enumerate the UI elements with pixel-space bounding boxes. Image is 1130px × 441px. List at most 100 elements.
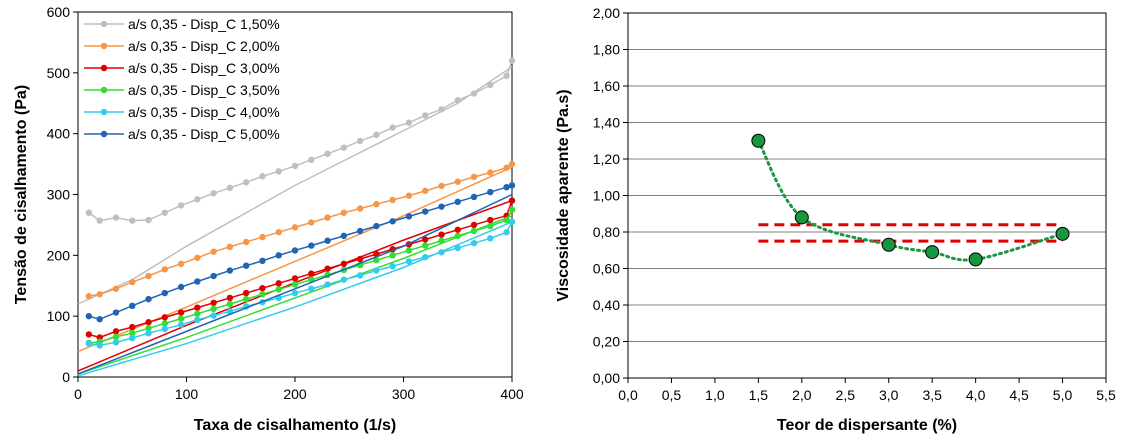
series-2-point [340, 260, 348, 268]
series-4-point [438, 249, 445, 256]
series-0-point [454, 97, 461, 104]
series-5-point [96, 316, 103, 323]
series-0-point [259, 173, 266, 180]
series-1-point [405, 192, 413, 199]
series-5-point [259, 257, 266, 265]
series-1-point [422, 187, 429, 195]
left-x-tick-label: 400 [500, 386, 524, 402]
series-5-point [308, 242, 315, 249]
series-3-point [194, 310, 201, 317]
series-5-point [129, 302, 136, 310]
series-4-up-line [88, 221, 513, 347]
left-y-tick-label: 400 [47, 126, 71, 142]
series-4-point [145, 330, 152, 337]
series-1-point [259, 233, 266, 241]
legend-label: a/s 0,35 - Disp_C 4,00% [128, 104, 280, 120]
data-point [925, 245, 940, 260]
series-5-point [503, 184, 510, 191]
series-0-point [508, 57, 516, 64]
series-1-point [389, 196, 396, 204]
series-1-point [438, 182, 445, 190]
right-x-tick-label: 0,0 [618, 387, 638, 403]
series-2-up-line [88, 200, 513, 339]
right-x-tick-label: 5,5 [1096, 387, 1116, 403]
series-4-point [194, 316, 201, 324]
data-point [881, 237, 896, 252]
series-1-point [291, 224, 299, 231]
left-x-tick-label: 100 [175, 386, 199, 402]
series-2-point [438, 231, 445, 238]
right-y-tick-label: 0,80 [593, 224, 620, 240]
series-3-point [226, 300, 234, 308]
series-5-point [324, 237, 331, 244]
series-4-point [161, 325, 168, 333]
series-4-point [508, 218, 516, 226]
series-1-point [85, 292, 93, 300]
series-3-point [454, 232, 461, 240]
series-0-point [291, 162, 299, 170]
series-2-point [291, 275, 299, 282]
series-0-point [177, 202, 185, 209]
series-1-point [194, 254, 201, 261]
series-3-point [145, 325, 152, 332]
right-x-axis-title: Teor de dispersante (%) [777, 417, 957, 434]
data-point [968, 252, 983, 267]
series-2-point [226, 294, 234, 302]
series-5-point [275, 252, 282, 259]
series-5-point [405, 213, 413, 220]
series-4-point [470, 239, 478, 247]
series-4-point [291, 289, 299, 297]
series-0-point [129, 217, 136, 224]
series-2-point [508, 197, 516, 204]
legend-marker [100, 130, 108, 138]
right-x-tick-label: 1,0 [705, 387, 725, 403]
legend-label: a/s 0,35 - Disp_C 3,00% [128, 60, 280, 76]
right-plot-frame [627, 12, 1107, 379]
series-2-point [454, 226, 461, 233]
series-0-point [340, 144, 348, 151]
series-3-down-line [77, 215, 513, 375]
series-5-point [210, 272, 217, 280]
series-2-point [324, 265, 331, 272]
series-3-point [210, 305, 217, 313]
series-3-up-line [88, 209, 513, 344]
series-3-point [161, 320, 168, 327]
left-chart-flow-curves: 0 100 200 300 400 500 600 0 100 200 300 400 a/s 0,35… [47, 4, 524, 402]
series-5-point [470, 193, 478, 201]
right-x-tick-label: 3,5 [922, 387, 942, 403]
series-5-point [177, 283, 185, 291]
right-x-tick-label: 2,5 [836, 387, 856, 403]
series-0-point [324, 150, 331, 157]
series-5-point [242, 262, 250, 269]
series-0-point [161, 209, 168, 216]
series-5-point [291, 247, 299, 254]
series-2-point [210, 299, 217, 306]
series-2-point [129, 323, 136, 331]
series-3-point [503, 216, 510, 224]
series-5-up-line [88, 184, 513, 321]
series-5-point [508, 182, 516, 189]
series-4-point [389, 263, 396, 270]
series-2-point [85, 331, 93, 338]
series-1-point [470, 173, 478, 181]
series-2-point [112, 328, 120, 335]
series-1-point [324, 214, 331, 221]
series-2-point [422, 236, 429, 243]
legend-marker [100, 42, 108, 50]
legend-marker [100, 86, 108, 94]
left-x-tick-label: 300 [392, 386, 416, 402]
series-0-point [275, 168, 282, 175]
series-3-point [275, 286, 282, 293]
left-y-tick-label: 300 [47, 187, 71, 203]
series-0-point [503, 72, 510, 80]
series-4-point [226, 308, 234, 315]
series-4-point [356, 272, 364, 279]
series-0-point [85, 209, 93, 216]
series-2-point [308, 270, 315, 277]
data-point [1055, 226, 1070, 241]
legend-marker [100, 64, 108, 72]
series-2-point [194, 304, 201, 311]
series-1-point [454, 178, 461, 185]
series-1-point [242, 238, 250, 246]
series-3-point [470, 227, 478, 235]
